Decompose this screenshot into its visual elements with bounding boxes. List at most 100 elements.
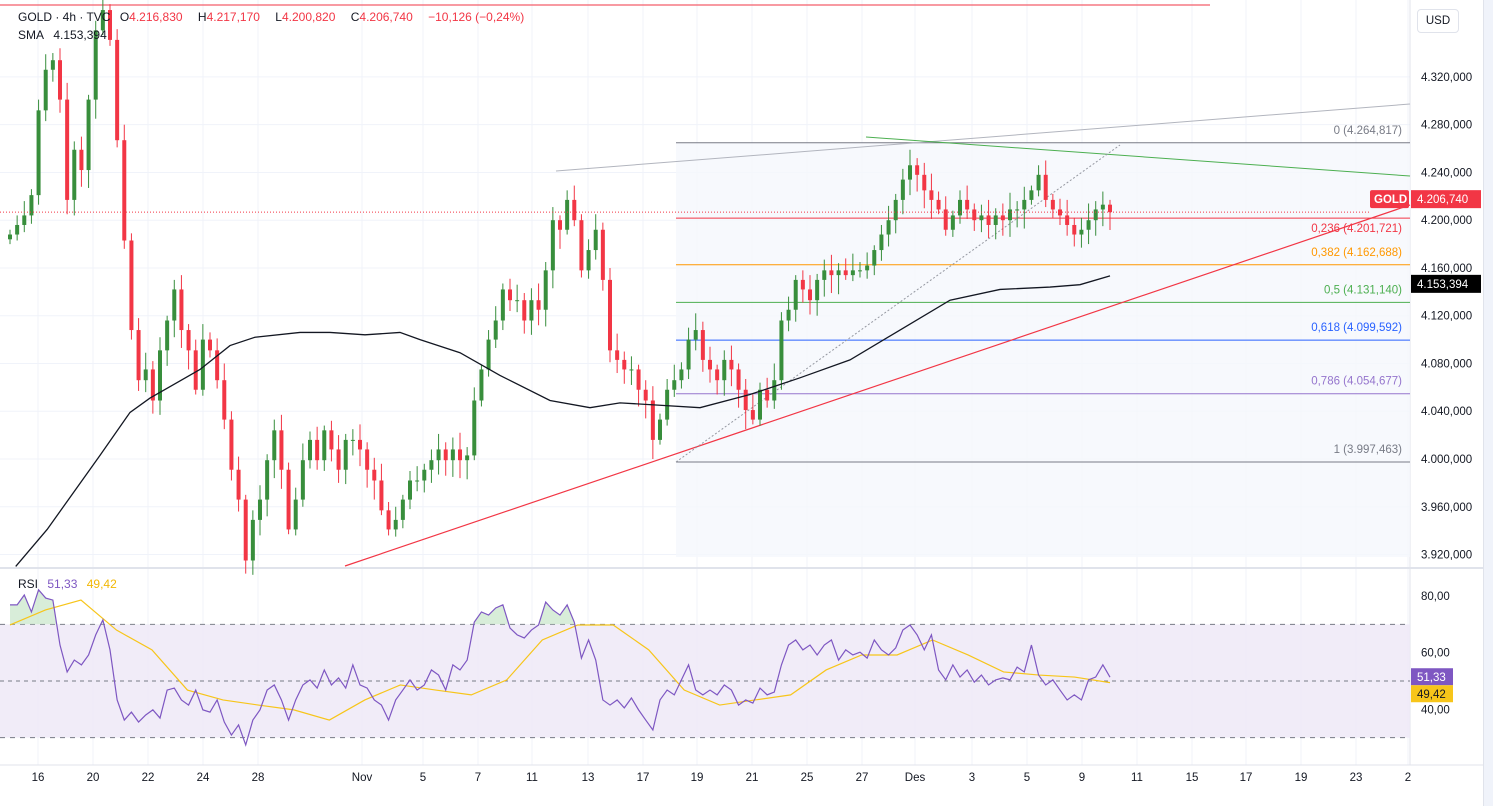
candle-body bbox=[500, 289, 505, 321]
candle-body bbox=[286, 469, 291, 530]
candle-body bbox=[650, 400, 655, 440]
symbol-title[interactable]: GOLD · 4h · TVC bbox=[18, 10, 111, 24]
candle bbox=[472, 387, 477, 461]
price-tick-label: 4.000,000 bbox=[1421, 454, 1472, 466]
candle bbox=[450, 437, 455, 477]
time-axis[interactable]: 16 20 22 24 28 Nov 5 7 11 13 17 19 21 25 27 Des 3 5 9 11 15 1… bbox=[32, 772, 1412, 784]
candle-body bbox=[779, 320, 784, 381]
candle-body bbox=[808, 289, 812, 301]
candle bbox=[779, 312, 784, 390]
candle-body bbox=[29, 195, 34, 216]
rsi-label: RSI bbox=[18, 577, 39, 591]
candle bbox=[158, 337, 162, 415]
candle bbox=[100, 0, 105, 36]
candle bbox=[65, 82, 70, 215]
candle bbox=[922, 162, 927, 209]
candle bbox=[750, 394, 755, 425]
candle-body bbox=[465, 455, 470, 461]
candle bbox=[36, 99, 41, 205]
candle-body bbox=[943, 209, 948, 230]
candle-body bbox=[186, 330, 191, 351]
rsi-pane[interactable] bbox=[0, 588, 1410, 747]
candle-body bbox=[536, 300, 541, 310]
candle bbox=[415, 466, 420, 492]
candle bbox=[829, 254, 834, 294]
candle-body bbox=[365, 449, 370, 470]
candle bbox=[1058, 198, 1062, 225]
candle-body bbox=[729, 359, 734, 370]
candle bbox=[500, 283, 505, 331]
close-label: C bbox=[350, 10, 360, 24]
candle-body bbox=[150, 369, 155, 401]
currency-button[interactable]: USD bbox=[1417, 9, 1459, 33]
candle-body bbox=[879, 234, 884, 251]
candle bbox=[843, 258, 848, 280]
candle-body bbox=[629, 369, 634, 371]
candle-body bbox=[715, 369, 720, 381]
candle bbox=[236, 456, 241, 512]
candle bbox=[858, 261, 862, 278]
candle bbox=[493, 306, 498, 348]
rsi-legend[interactable]: RSI 51,33 49,42 bbox=[18, 577, 123, 591]
candle bbox=[929, 173, 934, 220]
candle bbox=[586, 239, 591, 279]
fib-level-label: 0 (4.264,817) bbox=[1334, 125, 1403, 137]
candle bbox=[965, 185, 970, 220]
fibonacci-retracement[interactable]: 0 (4.264,817) 0,236 (4.201,721) 0,382 (4.1… bbox=[676, 125, 1410, 558]
candle-body bbox=[129, 240, 134, 331]
candle-body bbox=[1036, 174, 1041, 191]
time-tick-label: 23 bbox=[1350, 772, 1363, 784]
candle bbox=[543, 261, 548, 327]
candle-body bbox=[800, 279, 805, 290]
candle bbox=[350, 429, 355, 456]
candle bbox=[700, 321, 705, 372]
candle bbox=[329, 420, 334, 462]
time-tick-label: 3 bbox=[969, 772, 975, 784]
candle-body bbox=[72, 149, 77, 200]
candle-body bbox=[608, 279, 612, 351]
candle bbox=[50, 53, 55, 82]
candle bbox=[836, 263, 841, 295]
candle-body bbox=[408, 480, 412, 500]
candle-body bbox=[979, 215, 984, 221]
price-axis[interactable]: 4.320,000 4.280,000 4.240,000 4.200,000 4.16… bbox=[1370, 72, 1481, 716]
low-group: L4.200,820 bbox=[275, 10, 341, 24]
open-group: O4.216,830 bbox=[120, 10, 189, 24]
high-group: H4.217,170 bbox=[198, 10, 266, 24]
candle bbox=[643, 380, 648, 419]
candle bbox=[958, 190, 962, 224]
time-tick-label: 15 bbox=[1186, 772, 1199, 784]
candle bbox=[508, 278, 512, 311]
candle-body bbox=[358, 439, 362, 450]
candle-body bbox=[36, 110, 41, 196]
candle-body bbox=[636, 369, 641, 390]
candle-body bbox=[886, 220, 891, 235]
candle bbox=[72, 141, 77, 216]
rsi-value: 51,33 bbox=[47, 577, 78, 591]
candle bbox=[322, 425, 327, 471]
candle-body bbox=[765, 389, 770, 401]
candle-body bbox=[900, 179, 905, 200]
candle-body bbox=[1043, 174, 1048, 200]
right-scrollbar[interactable] bbox=[1483, 0, 1493, 806]
candle-body bbox=[1100, 204, 1105, 210]
candle-body bbox=[193, 350, 198, 390]
candle-body bbox=[579, 220, 584, 271]
candle bbox=[808, 275, 812, 315]
high-label: H bbox=[197, 10, 207, 24]
last-price-badge bbox=[1411, 190, 1481, 209]
sma-legend[interactable]: SMA 4.153,394 bbox=[18, 28, 113, 42]
candle bbox=[386, 501, 391, 536]
candle-body bbox=[43, 69, 48, 111]
candle-body bbox=[172, 289, 177, 321]
candle-body bbox=[522, 300, 527, 321]
candle bbox=[315, 426, 320, 470]
candle-body bbox=[400, 499, 405, 520]
candle bbox=[1072, 217, 1077, 247]
candle bbox=[636, 364, 641, 407]
candle bbox=[1022, 186, 1027, 229]
candle bbox=[558, 215, 562, 249]
candle-body bbox=[993, 215, 998, 225]
trend-lines[interactable] bbox=[0, 4, 1411, 567]
